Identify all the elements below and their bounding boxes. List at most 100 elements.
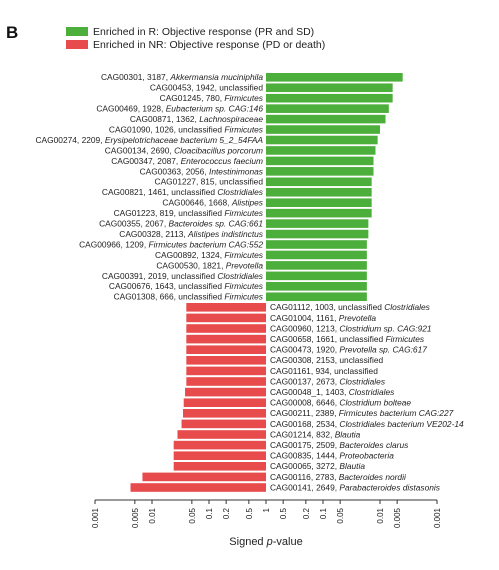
legend-label-enriched-nr: Enriched in NR: Objective response (PD o… [93, 39, 325, 51]
bar-enriched-r [266, 104, 389, 113]
bar-label-enriched-r: CAG00391, 2019, unclassified Clostridial… [102, 271, 264, 281]
bars: CAG00301, 3187, Akkermansia muciniphilaC… [35, 72, 464, 492]
x-tick-label: 1 [262, 507, 271, 512]
bar-enriched-r [266, 198, 372, 207]
bar-enriched-r [266, 114, 386, 124]
x-axis: 0.001 0.005 0.01 0.05 0.1 0.2 0.5 1 0.5 0.2 0.1 0.0… [91, 499, 442, 528]
bar-enriched-nr [186, 356, 266, 365]
x-tick-label: 0.1 [319, 507, 328, 519]
bar-label-enriched-r: CAG01245, 780, Firmicutes [160, 93, 264, 103]
bar-enriched-r [266, 177, 372, 187]
bar-label-enriched-r: CAG00821, 1461, unclassified Clostridial… [102, 187, 264, 197]
bar-label-enriched-r: CAG01090, 1026, unclassified Firmicutes [109, 124, 264, 134]
bar-enriched-nr [186, 377, 266, 386]
bar-enriched-nr [183, 398, 266, 407]
x-tick-label: 0.1 [205, 507, 214, 519]
bar-enriched-r [266, 156, 374, 166]
x-tick-label: 0.5 [279, 507, 288, 519]
bar-enriched-r [266, 208, 372, 218]
bar-enriched-nr [173, 440, 266, 450]
bar-label-enriched-r: CAG00363, 2056, Intestinimonas [140, 166, 264, 176]
bar-enriched-nr [173, 462, 266, 471]
x-axis-label: Signed p-value [229, 536, 302, 548]
bar-label-enriched-nr: CAG01004, 1161, Prevotella [270, 313, 376, 323]
bar-label-enriched-r: CAG00646, 1668, Alistipes [162, 198, 263, 208]
bar-label-enriched-r: CAG00274, 2209, Erysipelotrichaceae bact… [35, 135, 263, 145]
bar-enriched-r [266, 125, 380, 134]
panel-label: B [6, 23, 18, 42]
bar-enriched-r [266, 229, 369, 239]
bar-enriched-nr [130, 483, 266, 492]
bar-label-enriched-nr: CAG00048_1, 1403, Clostridiales [270, 387, 395, 397]
x-tick-label: 0.5 [245, 507, 254, 519]
bar-enriched-r [266, 219, 369, 228]
bar-label-enriched-r: CAG00355, 2067, Bacteroides sp. CAG:661 [99, 219, 263, 229]
bar-label-enriched-r: CAG00530, 1821, Prevotella [156, 260, 263, 270]
bar-label-enriched-r: CAG00892, 1324, Firmicutes [155, 250, 264, 260]
bar-label-enriched-nr: CAG00211, 2389, Firmicutes bacterium CAG… [270, 408, 454, 418]
bar-enriched-nr [142, 472, 266, 482]
bar-enriched-r [266, 146, 376, 155]
x-axis-label-suffix: -value [273, 536, 303, 548]
bar-label-enriched-r: CAG00871, 1362, Lachnospiraceae [130, 114, 264, 124]
bar-label-enriched-r: CAG01227, 815, unclassified [155, 177, 264, 187]
bar-enriched-nr [185, 387, 266, 397]
bar-enriched-nr [186, 366, 266, 376]
x-tick-label: 0.01 [148, 507, 157, 523]
bar-enriched-nr [177, 430, 266, 439]
bar-enriched-nr [173, 451, 266, 460]
bar-label-enriched-r: CAG00328, 2113, Alistipes indistinctus [119, 229, 264, 239]
bar-label-enriched-nr: CAG00175, 2509, Bacteroides clarus [270, 440, 409, 450]
legend-swatch-enriched-r [66, 27, 88, 36]
bar-label-enriched-nr: CAG00308, 2153, unclassified [270, 355, 383, 365]
bar-enriched-r [266, 292, 367, 302]
x-tick-label: 0.005 [393, 507, 402, 528]
bar-label-enriched-nr: CAG00473, 1920, Prevotella sp. CAG:617 [270, 345, 427, 355]
bar-label-enriched-r: CAG00134, 2690, Cloacibacillus porcorum [105, 145, 263, 155]
bar-label-enriched-r: CAG01308, 666, unclassified Firmicutes [114, 292, 264, 302]
x-axis-label-prefix: Signed [229, 536, 266, 548]
bar-label-enriched-r: CAG00301, 3187, Akkermansia muciniphila [101, 72, 263, 82]
x-tick-label: 0.05 [336, 507, 345, 523]
x-tick-label: 0.01 [376, 507, 385, 523]
bar-label-enriched-nr: CAG00960, 1213, Clostridium sp. CAG:921 [270, 323, 432, 333]
bar-label-enriched-nr: CAG00137, 2673, Clostridiales [270, 376, 386, 386]
bar-enriched-nr [186, 324, 266, 333]
x-tick-label: 0.001 [91, 507, 100, 528]
bar-enriched-r [266, 73, 403, 82]
bar-label-enriched-nr: CAG00658, 1661, unclassified Firmicutes [270, 334, 425, 344]
legend: Enriched in R: Objective response (PR an… [66, 26, 325, 51]
bar-enriched-r [266, 240, 367, 249]
bar-label-enriched-r: CAG01223, 819, unclassified Firmicutes [114, 208, 264, 218]
bar-enriched-r [266, 167, 374, 176]
bar-enriched-nr [181, 419, 266, 429]
bar-enriched-r [266, 93, 393, 103]
bar-label-enriched-nr: CAG00141, 2649, Parabacteroides distason… [270, 482, 441, 492]
bar-enriched-r [266, 83, 393, 93]
bar-label-enriched-nr: CAG00116, 2783, Bacteroides nordii [270, 472, 407, 482]
bar-label-enriched-nr: CAG00835, 1444, Proteobacteria [270, 451, 394, 461]
bar-enriched-r [266, 135, 378, 145]
bar-enriched-r [266, 187, 372, 197]
bar-enriched-r [266, 271, 367, 281]
bar-enriched-nr [183, 409, 266, 418]
bar-enriched-nr [186, 303, 266, 312]
x-tick-label: 0.001 [433, 507, 442, 528]
x-tick-label: 0.05 [188, 507, 197, 523]
bar-enriched-nr [186, 345, 266, 354]
bar-enriched-nr [186, 334, 266, 344]
x-tick-label: 0.2 [222, 507, 231, 519]
bar-label-enriched-r: CAG00469, 1928, Eubacterium sp. CAG:146 [96, 104, 263, 114]
bar-label-enriched-r: CAG00676, 1643, unclassified Firmicutes [109, 281, 264, 291]
legend-swatch-enriched-nr [66, 40, 88, 49]
bar-label-enriched-nr: CAG00008, 6646, Clostridium bolteae [270, 398, 411, 408]
bar-label-enriched-nr: CAG00168, 2534, Clostridiales bacterium … [270, 419, 464, 429]
legend-label-enriched-r: Enriched in R: Objective response (PR an… [93, 26, 314, 38]
bar-label-enriched-nr: CAG01112, 1003, unclassified Clostridial… [270, 302, 431, 312]
bar-enriched-r [266, 261, 367, 270]
bar-label-enriched-r: CAG00966, 1209, Firmicutes bacterium CAG… [79, 239, 263, 249]
bar-label-enriched-nr: CAG00065, 3272, Blautia [270, 461, 365, 471]
bar-label-enriched-r: CAG00453, 1942, unclassified [150, 83, 263, 93]
x-axis-label-italic: p [266, 536, 273, 548]
